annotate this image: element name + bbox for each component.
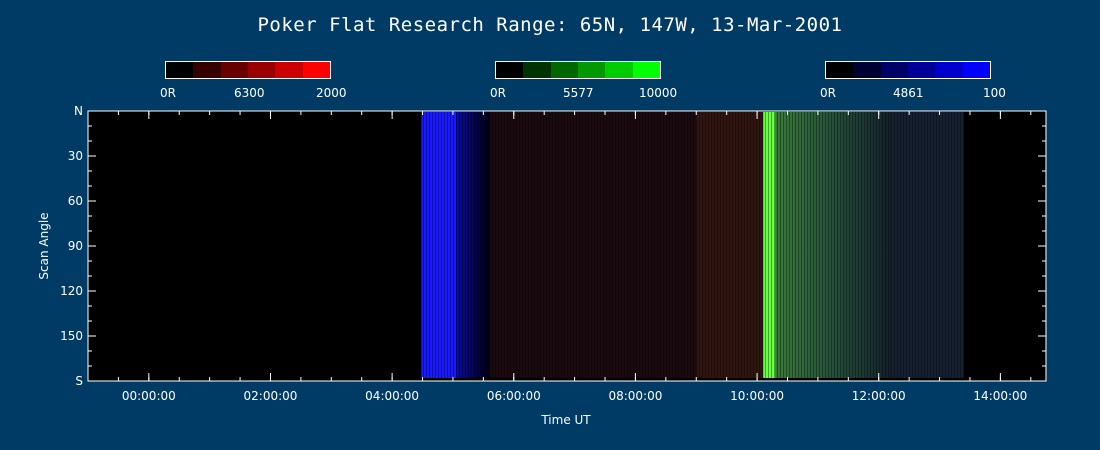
colorbar-swatch — [550, 62, 578, 78]
colorbar-swatch — [907, 62, 936, 78]
colorbar-5577-min: 0R — [490, 86, 506, 100]
colorbar-5577 — [495, 61, 661, 79]
x-tick-label: 12:00:00 — [852, 389, 906, 403]
y-tick-label: S — [75, 374, 83, 388]
colorbar-swatch — [247, 62, 276, 78]
colorbar-4861-labels: 0R 4861 100 — [820, 86, 1020, 102]
colorbar-swatch — [166, 62, 194, 78]
y-tick-label: 90 — [68, 239, 83, 253]
colorbar-6300-mid: 6300 — [234, 86, 265, 100]
y-tick-label: 150 — [60, 329, 83, 343]
x-tick-label: 06:00:00 — [487, 389, 541, 403]
y-axis-label: Scan Angle — [37, 212, 51, 279]
x-axis-label: Time UT — [540, 413, 591, 427]
colorbar-5577-mid: 5577 — [563, 86, 594, 100]
colorbar-5577-labels: 0R 5577 10000 — [490, 86, 690, 102]
colorbar-6300-min: 0R — [160, 86, 176, 100]
x-tick-label: 04:00:00 — [365, 389, 419, 403]
colorbar-5577-max: 10000 — [639, 86, 678, 100]
y-tick-label: 60 — [68, 194, 83, 208]
chart-title: Poker Flat Research Range: 65N, 147W, 13… — [257, 14, 843, 36]
y-tick-label: N — [74, 104, 83, 118]
colorbar-swatch — [523, 62, 551, 78]
colorbar-swatch — [577, 62, 606, 78]
colorbar-swatch — [496, 62, 524, 78]
colorbar-swatch — [935, 62, 963, 78]
heatmap-texture — [421, 112, 964, 378]
colorbar-swatch — [880, 62, 908, 78]
x-tick-label: 08:00:00 — [608, 389, 662, 403]
colorbar-4861-min: 0R — [820, 86, 836, 100]
colorbar-4861 — [825, 61, 991, 79]
colorbar-swatch — [853, 62, 881, 78]
x-tick-label: 10:00:00 — [730, 389, 784, 403]
x-tick-label: 14:00:00 — [973, 389, 1027, 403]
colorbar-4861-max: 100 — [983, 86, 1006, 100]
colorbar-6300 — [165, 61, 331, 79]
colorbar-4861-mid: 4861 — [893, 86, 924, 100]
colorbar-swatch — [632, 62, 660, 78]
colorbar-6300-labels: 0R 6300 2000 — [160, 86, 360, 102]
colorbar-swatch — [275, 62, 303, 78]
y-tick-label: 120 — [60, 284, 83, 298]
colorbar-swatch — [220, 62, 248, 78]
y-tick-label: 30 — [68, 149, 83, 163]
x-tick-label: 00:00:00 — [122, 389, 176, 403]
colorbar-swatch — [826, 62, 854, 78]
heatmap-region-no-data — [88, 112, 422, 378]
colorbar-6300-max: 2000 — [316, 86, 347, 100]
colorbar-swatch — [962, 62, 990, 78]
colorbar-swatch — [605, 62, 633, 78]
colorbar-swatch — [193, 62, 221, 78]
colorbar-swatch — [302, 62, 330, 78]
x-tick-label: 02:00:00 — [244, 389, 298, 403]
